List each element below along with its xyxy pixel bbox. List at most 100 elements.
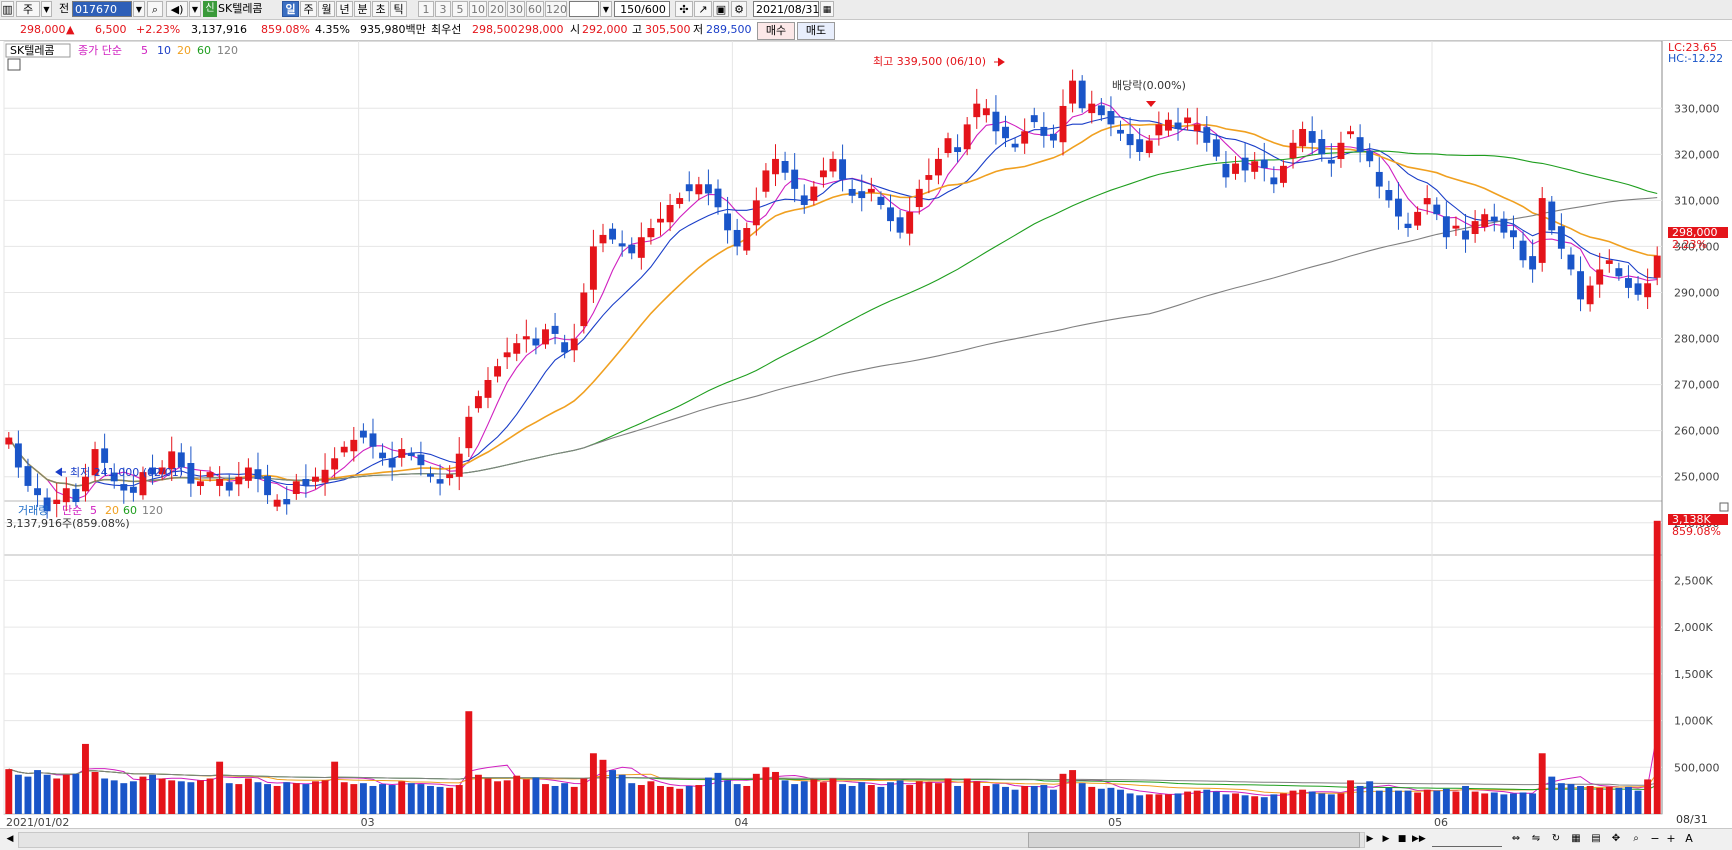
low-price: 289,500 <box>706 23 752 36</box>
candle-body <box>417 454 425 466</box>
candle-body <box>1423 198 1431 205</box>
candle-body <box>781 160 789 173</box>
volume-bar <box>273 785 281 814</box>
period-button-5[interactable]: 초 <box>372 1 389 17</box>
volume-bar <box>561 783 569 814</box>
price-ma-label: 종가 단순 <box>78 44 122 57</box>
candle-body <box>1078 80 1086 109</box>
volume-bar <box>628 783 636 814</box>
minute-button-2[interactable]: 5 <box>452 1 468 17</box>
volume-bar <box>1289 790 1297 814</box>
minute-button-0[interactable]: 1 <box>418 1 434 17</box>
zoom-slider[interactable] <box>1432 832 1502 847</box>
search-zoom-icon[interactable]: ⌕ <box>1633 833 1639 844</box>
volume-tick-label: 1,000K <box>1674 715 1713 728</box>
period-button-4[interactable]: 분 <box>354 1 371 17</box>
table-view-icon[interactable] <box>7 58 21 71</box>
grid-icon[interactable]: ▦ <box>1571 833 1581 844</box>
minute-button-7[interactable]: 120 <box>545 1 567 17</box>
play-icon[interactable]: ▶ <box>1382 834 1390 844</box>
data-count-input[interactable]: 150/600 <box>614 1 670 17</box>
period-dropdown-icon[interactable]: ▼ <box>600 1 612 17</box>
period-button-2[interactable]: 월 <box>318 1 335 17</box>
volume-bar <box>1164 794 1172 814</box>
sell-button[interactable]: 매도 <box>797 22 835 40</box>
move-icon[interactable]: ✥ <box>1611 833 1621 844</box>
volume-bar <box>1538 753 1546 814</box>
candle-body <box>791 169 799 189</box>
price-tick-label: 250,000 <box>1674 471 1720 484</box>
period-button-0[interactable]: 일 <box>282 1 299 17</box>
volume-bar <box>407 783 415 814</box>
gear-icon[interactable]: ⚙ <box>731 1 747 17</box>
candle-body <box>1625 278 1632 288</box>
candle-body <box>1002 126 1009 139</box>
quote-bar: 298,000 ▲ 6,500 +2.23% 3,137,916 859.08%… <box>0 20 1732 41</box>
scroll-left-icon[interactable]: ◀ <box>6 834 14 844</box>
volume-bar <box>331 761 339 814</box>
candle-body <box>302 479 310 486</box>
volume-bar <box>484 778 492 814</box>
date-input[interactable]: 2021/08/31 <box>753 1 819 17</box>
candle-body <box>1538 198 1546 263</box>
candle-body <box>1500 218 1508 233</box>
buy-button[interactable]: 매수 <box>757 22 795 40</box>
save-icon[interactable]: ▣ <box>713 1 729 17</box>
candle-body <box>1337 142 1345 160</box>
fit-icon[interactable]: ⇔ <box>1511 833 1521 844</box>
fast-forward-icon[interactable]: ▶▶ <box>1412 834 1426 844</box>
volume-bar <box>379 784 387 814</box>
close-panel-icon[interactable] <box>1719 502 1729 512</box>
candle-body <box>848 188 856 196</box>
volume-bar <box>1327 794 1335 814</box>
speaker-icon[interactable]: ◀) <box>166 1 188 17</box>
scroll-right-icon[interactable]: ▶ <box>1366 834 1374 844</box>
minute-button-4[interactable]: 20 <box>488 1 506 17</box>
volume-bar <box>1318 793 1326 814</box>
minute-button-3[interactable]: 10 <box>469 1 487 17</box>
candle-body <box>1107 111 1115 125</box>
layout-icon[interactable]: ▥ <box>1 1 14 17</box>
zoom-out-icon[interactable]: − <box>1650 832 1660 845</box>
candlesticks <box>5 69 1661 519</box>
minute-button-6[interactable]: 60 <box>526 1 544 17</box>
search-icon[interactable]: ⌕ <box>147 1 163 17</box>
scroll-bar[interactable]: ◀ ▶ ▶ ■ ▶▶ ⇔ ⇋ ↻ ▦ ▤ ✥ ⌕ − + A <box>0 828 1732 850</box>
market-dropdown-icon[interactable]: ▼ <box>41 1 52 17</box>
volume-bar <box>925 782 933 814</box>
candle-body <box>1011 143 1019 148</box>
candle-body <box>1136 139 1144 153</box>
minute-button-5[interactable]: 30 <box>507 1 525 17</box>
code-dropdown-icon[interactable]: ▼ <box>133 1 145 17</box>
refresh-icon[interactable]: ↻ <box>1551 833 1561 844</box>
period-custom-input[interactable] <box>569 1 599 17</box>
candle-body <box>800 195 808 205</box>
volume-bar <box>896 780 904 814</box>
current-price: 298,000 <box>20 23 66 36</box>
period-button-1[interactable]: 주 <box>300 1 317 17</box>
stock-chart[interactable]: 240,000250,000260,000270,000280,000290,0… <box>0 41 1732 828</box>
speaker-dropdown-icon[interactable]: ▼ <box>189 1 201 17</box>
zoom-in-icon[interactable]: + <box>1666 832 1676 845</box>
price-change-pct: +2.23% <box>136 23 181 36</box>
calendar-icon[interactable]: ▦ <box>820 1 834 17</box>
period-button-3[interactable]: 년 <box>336 1 353 17</box>
vol-ma120-line <box>8 768 1658 786</box>
candle-body <box>1059 105 1067 143</box>
stock-code-input[interactable]: 017670 <box>72 1 132 17</box>
auto-scale-icon[interactable]: A <box>1685 832 1693 845</box>
vol-ma20-legend: 20 <box>105 504 119 517</box>
volume-bar <box>733 784 741 814</box>
indicator-icon[interactable]: ✣ <box>675 1 693 17</box>
minute-button-1[interactable]: 3 <box>435 1 451 17</box>
last-volume-tag: 3,138K <box>1672 513 1711 526</box>
candle-body <box>944 138 952 154</box>
market-select[interactable]: 주 <box>16 1 40 17</box>
period-button-6[interactable]: 틱 <box>390 1 407 17</box>
candle-body <box>1049 133 1057 141</box>
scroll-thumb[interactable] <box>1028 832 1360 848</box>
stop-icon[interactable]: ■ <box>1397 834 1407 844</box>
compare-icon[interactable]: ⇋ <box>1531 833 1541 844</box>
drawing-tool-icon[interactable]: ↗ <box>694 1 712 17</box>
table-icon[interactable]: ▤ <box>1591 833 1601 844</box>
